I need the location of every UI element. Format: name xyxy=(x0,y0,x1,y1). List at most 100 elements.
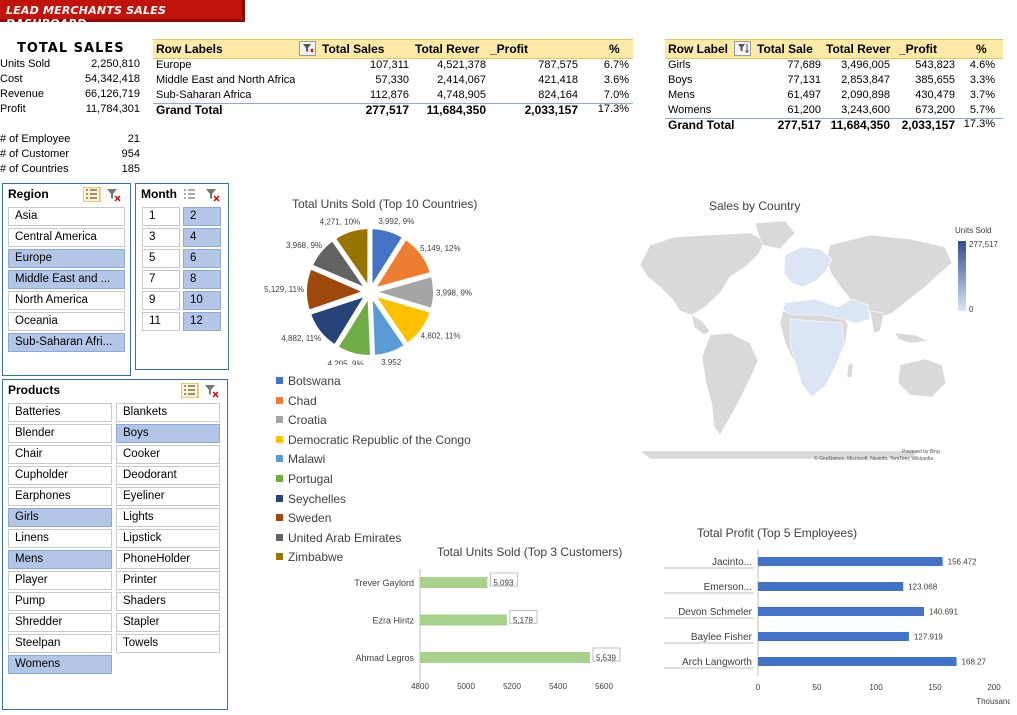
month-item-6[interactable]: 6 xyxy=(183,249,221,268)
month-slicer[interactable]: Month 1 2 3 4 5 6 7 8 9 10 11 12 xyxy=(135,183,229,370)
region-item-north-america[interactable]: North America xyxy=(8,291,125,310)
region-item-middle-east[interactable]: Middle East and ... xyxy=(8,270,125,289)
product-item-boys[interactable]: Boys xyxy=(116,424,220,443)
data-label: 5,178 xyxy=(513,616,534,625)
pivot-table-region[interactable]: Row Labels Total Sales Total Rever _Prof… xyxy=(153,39,633,124)
pie-slice[interactable] xyxy=(372,229,402,284)
month-item-8[interactable]: 8 xyxy=(183,270,221,289)
product-item-girls[interactable]: Girls xyxy=(8,508,112,527)
region-item-asia[interactable]: Asia xyxy=(8,207,125,226)
month-item-2[interactable]: 2 xyxy=(183,207,221,226)
pivot-cell: 2,414,067 xyxy=(437,74,486,86)
multi-select-icon[interactable] xyxy=(82,186,101,203)
product-item-steelpan[interactable]: Steelpan xyxy=(8,634,112,653)
legend-item: Croatia xyxy=(276,413,327,427)
month-item-7[interactable]: 7 xyxy=(142,270,180,289)
kpi-label: Profit xyxy=(0,103,26,115)
product-item-player[interactable]: Player xyxy=(8,571,112,590)
product-item-mens[interactable]: Mens xyxy=(8,550,112,569)
grand-total-label: Grand Total xyxy=(668,118,735,132)
pie-chart[interactable]: 3,992, 9% 5,149, 12% 3,998, 9% 4,802, 11% 3,… xyxy=(250,215,490,365)
product-item-earphones[interactable]: Earphones xyxy=(8,487,112,506)
month-item-11[interactable]: 11 xyxy=(142,312,180,331)
product-item-batteries[interactable]: Batteries xyxy=(8,403,112,422)
products-slicer[interactable]: Products Batteries Blankets Blender Boys Cha… xyxy=(2,379,228,710)
product-item-eyeliner[interactable]: Eyeliner xyxy=(116,487,220,506)
product-item-lights[interactable]: Lights xyxy=(116,508,220,527)
bar[interactable] xyxy=(758,657,957,666)
clear-filter-icon[interactable] xyxy=(107,189,121,202)
pie-slice[interactable] xyxy=(338,300,370,355)
bar[interactable] xyxy=(758,557,943,566)
product-item-cupholder[interactable]: Cupholder xyxy=(8,466,112,485)
kpi-label: Cost xyxy=(0,73,23,85)
pivot-cell: 6.7% xyxy=(603,59,629,71)
month-item-9[interactable]: 9 xyxy=(142,291,180,310)
multi-select-icon[interactable] xyxy=(184,189,195,199)
product-item-stapler[interactable]: Stapler xyxy=(116,613,220,632)
month-item-3[interactable]: 3 xyxy=(142,228,180,247)
bar[interactable] xyxy=(758,582,904,591)
x-tick-label: 5000 xyxy=(457,682,475,691)
data-callout-box xyxy=(509,610,538,624)
product-item-deodorant[interactable]: Deodorant xyxy=(116,466,220,485)
bar[interactable] xyxy=(420,614,507,626)
employees-bar-chart[interactable]: Jacinto... 156.472 Emerson... 123.068 Devon … xyxy=(660,547,1010,712)
customers-bar-chart[interactable]: Trever Gaylord 5,093 Ezra Hintz 5,178 Ahmad … xyxy=(330,565,630,700)
product-item-cooker[interactable]: Cooker xyxy=(116,445,220,464)
pivot-total-cell: 11,684,350 xyxy=(830,118,890,132)
pivot-cell: 77,131 xyxy=(787,74,821,86)
world-map[interactable] xyxy=(580,215,960,465)
month-item-5[interactable]: 5 xyxy=(142,249,180,268)
region-item-sub-saharan-africa[interactable]: Sub-Saharan Afri... xyxy=(8,333,125,352)
bar[interactable] xyxy=(420,652,590,663)
month-item-12[interactable]: 12 xyxy=(183,312,221,331)
kpi-label: # of Customer xyxy=(0,148,70,160)
product-item-chair[interactable]: Chair xyxy=(8,445,112,464)
x-tick-label: 0 xyxy=(756,683,761,692)
slicer-title: Products xyxy=(8,383,61,397)
product-item-shaders[interactable]: Shaders xyxy=(116,592,220,611)
data-label: 168.27 xyxy=(962,658,987,667)
pie-slice[interactable] xyxy=(336,229,368,284)
region-item-europe[interactable]: Europe xyxy=(8,249,125,268)
product-item-womens[interactable]: Womens xyxy=(8,655,112,674)
product-item-blender[interactable]: Blender xyxy=(8,424,112,443)
pivot-header-cell: % xyxy=(609,42,620,56)
data-label: 5,093 xyxy=(493,579,514,588)
pie-slice[interactable] xyxy=(377,240,430,287)
region-item-oceania[interactable]: Oceania xyxy=(8,312,125,331)
pie-slice[interactable] xyxy=(307,269,362,310)
row-labels-sort-filter-button[interactable] xyxy=(734,41,751,56)
multi-select-icon[interactable] xyxy=(180,382,199,399)
bar[interactable] xyxy=(758,607,925,616)
row-labels-filter-button[interactable] xyxy=(299,41,316,56)
product-item-printer[interactable]: Printer xyxy=(116,571,220,590)
pie-slice[interactable] xyxy=(372,300,404,355)
product-item-lipstick[interactable]: Lipstick xyxy=(116,529,220,548)
clear-filter-icon[interactable] xyxy=(205,385,219,398)
product-item-linens[interactable]: Linens xyxy=(8,529,112,548)
month-item-4[interactable]: 4 xyxy=(183,228,221,247)
product-item-pump[interactable]: Pump xyxy=(8,592,112,611)
month-item-1[interactable]: 1 xyxy=(142,207,180,226)
pie-data-label: 5,129, 11% xyxy=(264,285,304,294)
pie-slice[interactable] xyxy=(378,277,433,308)
bar[interactable] xyxy=(758,632,909,641)
kpi-value: 185 xyxy=(121,163,140,175)
clear-filter-icon[interactable] xyxy=(206,189,220,202)
region-item-central-america[interactable]: Central America xyxy=(8,228,125,247)
pivot-table-product[interactable]: Row Label Total Sale Total Rever _Profit… xyxy=(665,39,1003,139)
product-item-shredder[interactable]: Shredder xyxy=(8,613,112,632)
legend-item: Sweden xyxy=(276,511,331,525)
pie-slice[interactable] xyxy=(313,241,364,287)
pie-slice[interactable] xyxy=(311,297,363,344)
product-item-towels[interactable]: Towels xyxy=(116,634,220,653)
pie-data-label: 3,998, 9% xyxy=(436,289,472,298)
product-item-blankets[interactable]: Blankets xyxy=(116,403,220,422)
month-item-10[interactable]: 10 xyxy=(183,291,221,310)
product-item-phoneholder[interactable]: PhoneHolder xyxy=(116,550,220,569)
region-slicer[interactable]: Region Asia Central America Europe Middl… xyxy=(2,183,131,376)
pie-slice[interactable] xyxy=(377,297,430,343)
bar[interactable] xyxy=(420,577,488,588)
